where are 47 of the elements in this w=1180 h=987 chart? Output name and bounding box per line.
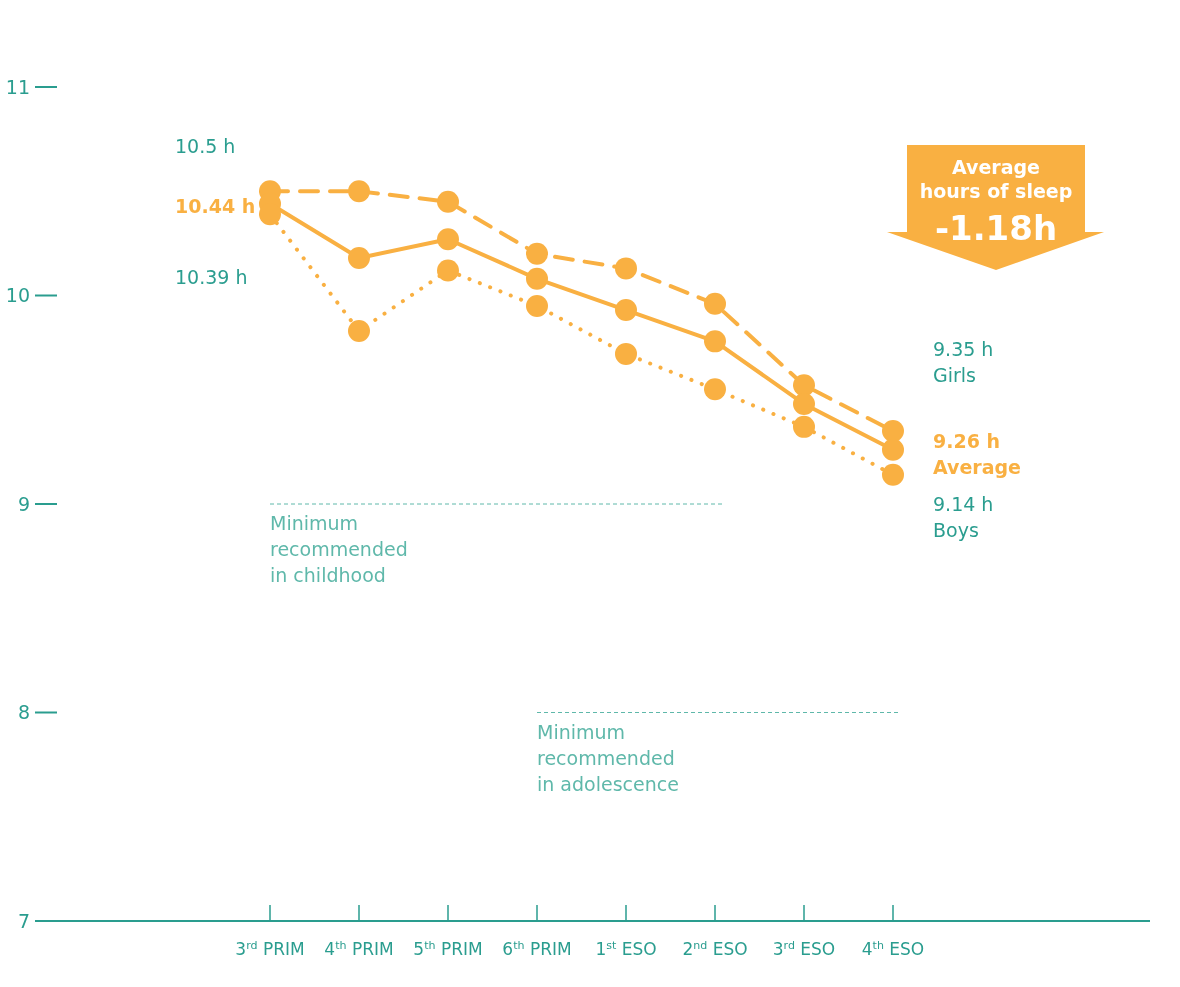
point: [793, 415, 815, 438]
x-tick-label: 4$^{th}$ ESO: [861, 938, 925, 959]
point: [704, 330, 726, 353]
point: [526, 242, 548, 265]
series-label: Average: [933, 455, 1021, 478]
y-tick-label: 10: [5, 284, 30, 307]
y-tick-label: 9: [17, 492, 30, 515]
point: [348, 246, 370, 269]
x-tick-label: 3$^{rd}$ ESO: [772, 938, 836, 959]
point: [437, 259, 459, 282]
annotation: 9.26 h: [933, 429, 1001, 452]
y-tick-label: 7: [17, 909, 30, 932]
point: [437, 190, 459, 213]
y-tick-label: 8: [17, 701, 30, 724]
x-tick-label: 5$^{th}$ PRIM: [413, 938, 483, 959]
point: [793, 374, 815, 397]
point: [526, 267, 548, 290]
point: [526, 294, 548, 317]
text: Boys: [933, 518, 979, 541]
annotation: 10.39 h: [175, 266, 248, 289]
x-tick-label: 4$^{th}$ PRIM: [324, 938, 394, 959]
point: [793, 392, 815, 415]
x-tick-label: 1$^{st}$ ESO: [595, 938, 657, 959]
y-tick-label: 11: [5, 75, 30, 98]
point: [348, 180, 370, 203]
point: [437, 228, 459, 251]
point: [882, 420, 904, 442]
text: Girls: [933, 364, 976, 387]
annotation: -1.18h: [934, 208, 1058, 248]
point: [348, 319, 370, 342]
point: [615, 342, 637, 365]
point: [615, 299, 637, 322]
point: [882, 438, 904, 461]
point: [882, 463, 904, 486]
annotation: 9.35 h: [933, 338, 994, 361]
annotation: 10.5 h: [175, 135, 236, 158]
annotation: Average hours of sleep: [919, 156, 1073, 202]
x-tick-label: 2$^{nd}$ ESO: [682, 938, 748, 959]
x-tick-label: 6$^{th}$ PRIM: [502, 938, 572, 959]
ref-line-label: Minimum recommended in childhood: [270, 512, 408, 586]
point: [704, 292, 726, 315]
ref-line-label: Minimum recommended in adolescence: [537, 720, 679, 795]
annotation: 9.14 h: [933, 492, 994, 515]
annotation: 10.44 h: [175, 194, 256, 217]
point: [704, 378, 726, 401]
x-tick-label: 3$^{rd}$ PRIM: [235, 938, 305, 959]
point: [615, 257, 637, 280]
